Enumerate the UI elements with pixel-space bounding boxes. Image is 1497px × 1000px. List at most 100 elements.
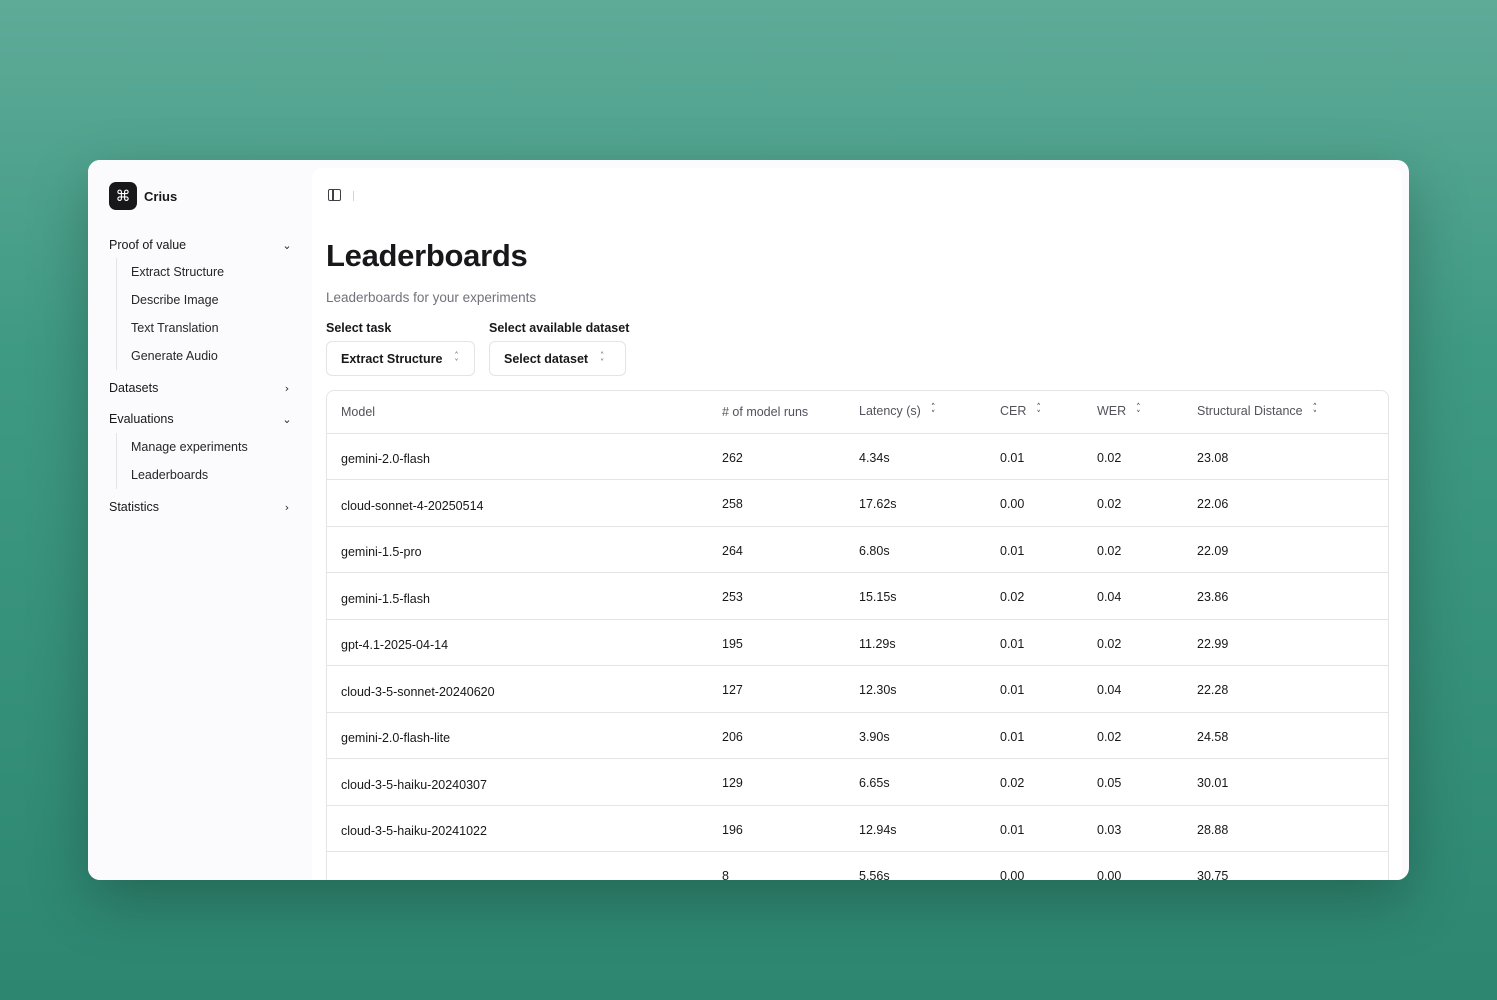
dataset-select-value: Select dataset: [504, 351, 589, 366]
table-row[interactable]: cloud-3-5-sonnet-20240620 127 12.30s 0.01 0.…: [327, 665, 1388, 713]
page-subtitle: Leaderboards for your experiments: [326, 290, 537, 305]
column-header-label: Structural Distance: [1197, 404, 1303, 419]
cell-model-runs: 253: [722, 572, 859, 620]
cell-cer: 0.00: [1000, 479, 1097, 527]
table-row[interactable]: cloud-3-5-haiku-20240307 129 6.65s 0.02 0.05…: [327, 758, 1388, 806]
cell-cer: 0.02: [1000, 572, 1097, 620]
cell-structural-distance: 28.88: [1197, 805, 1388, 852]
column-header-structural-distance[interactable]: Structural Distance ˄ ˅: [1197, 391, 1388, 434]
cell-latency: 6.65s: [859, 758, 1000, 806]
cell-wer: 0.00: [1097, 851, 1197, 880]
sidebar-group-statistics[interactable]: Statistics ›: [109, 496, 293, 518]
cell-cer: 0.01: [1000, 433, 1097, 480]
table-row[interactable]: cloud-sonnet-4-20250514 258 17.62s 0.00 0.02…: [327, 479, 1388, 527]
leaderboard-table-container: Model # of model runs Latency (s) ˄ ˅ CER ˄…: [326, 390, 1389, 880]
column-header-latency[interactable]: Latency (s) ˄ ˅: [859, 391, 1000, 434]
table-row[interactable]: gemini-1.5-pro 264 6.80s 0.01 0.02 22.09: [327, 526, 1388, 573]
cell-structural-distance: 23.08: [1197, 433, 1388, 480]
sidebar-group-label: Evaluations: [109, 412, 174, 426]
cell-latency: 11.29s: [859, 619, 1000, 666]
cell-model-runs: 195: [722, 619, 859, 666]
cell-model-runs: 264: [722, 526, 859, 573]
column-header-model: Model: [327, 391, 722, 434]
cell-cer: 0.01: [1000, 619, 1097, 666]
sort-icon[interactable]: ˄ ˅: [1036, 403, 1041, 421]
cell-structural-distance: 22.06: [1197, 479, 1388, 527]
sidebar-item-extract-structure[interactable]: Extract Structure: [131, 265, 225, 279]
sidebar-group-evaluations[interactable]: Evaluations ⌄: [109, 408, 293, 430]
cell-cer: 0.01: [1000, 665, 1097, 713]
sidebar-group-label: Proof of value: [109, 238, 187, 252]
cell-latency: 15.15s: [859, 572, 1000, 620]
cell-wer: 0.02: [1097, 479, 1197, 527]
cell-model: [327, 851, 722, 880]
cell-model: gemini-1.5-pro: [327, 526, 722, 573]
column-header-label: # of model runs: [722, 404, 809, 419]
table-row[interactable]: gemini-1.5-flash 253 15.15s 0.02 0.04 23.86: [327, 572, 1388, 620]
cell-cer: 0.01: [1000, 526, 1097, 573]
chevron-right-icon: ›: [284, 500, 290, 514]
sidebar-toggle-icon[interactable]: [328, 189, 341, 201]
chevron-down-icon: ⌄: [282, 412, 292, 426]
cell-latency: 5.56s: [859, 851, 1000, 880]
column-header-wer[interactable]: WER ˄ ˅: [1097, 391, 1197, 434]
brand-name: Crius: [144, 188, 178, 204]
dataset-select[interactable]: Select dataset ˄ ˅: [489, 341, 626, 376]
sort-icon[interactable]: ˄ ˅: [930, 403, 936, 421]
sidebar-group-datasets[interactable]: Datasets ›: [109, 377, 293, 399]
task-select-value: Extract Structure: [341, 351, 443, 366]
brand[interactable]: ⌘ Crius: [109, 182, 177, 210]
sidebar-group-label: Datasets: [109, 381, 159, 395]
cell-latency: 3.90s: [859, 712, 1000, 759]
cell-model-runs: 196: [722, 805, 859, 852]
column-header-label: WER: [1097, 404, 1127, 419]
table-row[interactable]: gemini-2.0-flash-lite 206 3.90s 0.01 0.02 24.…: [327, 712, 1388, 759]
cell-model: gemini-1.5-flash: [327, 572, 722, 620]
cell-model: gemini-2.0-flash: [327, 433, 722, 480]
cell-wer: 0.04: [1097, 665, 1197, 713]
cell-structural-distance: 24.58: [1197, 712, 1388, 759]
sidebar-group-proof-of-value[interactable]: Proof of value ⌄: [109, 234, 293, 256]
command-icon: ⌘: [109, 182, 137, 210]
cell-model-runs: 206: [722, 712, 859, 759]
table-row[interactable]: 8 5.56s 0.00 0.00 30.75: [327, 851, 1388, 880]
column-header-label: Latency (s): [859, 404, 921, 419]
sidebar-item-leaderboards[interactable]: Leaderboards: [131, 468, 209, 482]
cell-structural-distance: 23.86: [1197, 572, 1388, 620]
cell-wer: 0.02: [1097, 619, 1197, 666]
table-row[interactable]: gemini-2.0-flash 262 4.34s 0.01 0.02 23.08: [327, 433, 1388, 480]
chevron-updown-icon: ˄ ˅: [454, 350, 459, 367]
cell-model-runs: 8: [722, 851, 859, 880]
column-header-label: Model: [341, 404, 376, 419]
cell-model: gemini-2.0-flash-lite: [327, 712, 722, 759]
cell-structural-distance: 30.01: [1197, 758, 1388, 806]
cell-model-runs: 129: [722, 758, 859, 806]
table-row[interactable]: cloud-3-5-haiku-20241022 196 12.94s 0.01 0.0…: [327, 805, 1388, 852]
sidebar-item-generate-audio[interactable]: Generate Audio: [131, 349, 218, 363]
sidebar-item-manage-experiments[interactable]: Manage experiments: [131, 440, 248, 454]
header-divider: [353, 191, 354, 201]
cell-latency: 6.80s: [859, 526, 1000, 573]
main-content: Leaderboards Leaderboards for your exper…: [312, 168, 1402, 880]
sort-icon[interactable]: ˄ ˅: [1312, 403, 1318, 421]
cell-model-runs: 127: [722, 665, 859, 713]
cell-wer: 0.05: [1097, 758, 1197, 806]
task-select[interactable]: Extract Structure ˄ ˅: [326, 341, 475, 376]
column-header-cer[interactable]: CER ˄ ˅: [1000, 391, 1097, 434]
cell-cer: 0.01: [1000, 805, 1097, 852]
cell-model: gpt-4.1-2025-04-14: [327, 619, 722, 666]
table-header-row: Model # of model runs Latency (s) ˄ ˅ CER ˄…: [327, 391, 1388, 434]
cell-model: cloud-3-5-haiku-20240307: [327, 758, 722, 806]
cell-wer: 0.02: [1097, 526, 1197, 573]
cell-model: cloud-sonnet-4-20250514: [327, 479, 722, 527]
cell-cer: 0.02: [1000, 758, 1097, 806]
page-title: Leaderboards: [326, 238, 528, 273]
sort-icon[interactable]: ˄ ˅: [1136, 403, 1141, 421]
dataset-select-label: Select available dataset: [489, 321, 630, 335]
cell-latency: 4.34s: [859, 433, 1000, 480]
table-row[interactable]: gpt-4.1-2025-04-14 195 11.29s 0.01 0.02 22.99: [327, 619, 1388, 666]
cell-wer: 0.02: [1097, 433, 1197, 480]
cell-latency: 12.30s: [859, 665, 1000, 713]
sidebar-item-text-translation[interactable]: Text Translation: [131, 321, 219, 335]
sidebar-item-describe-image[interactable]: Describe Image: [131, 293, 219, 307]
